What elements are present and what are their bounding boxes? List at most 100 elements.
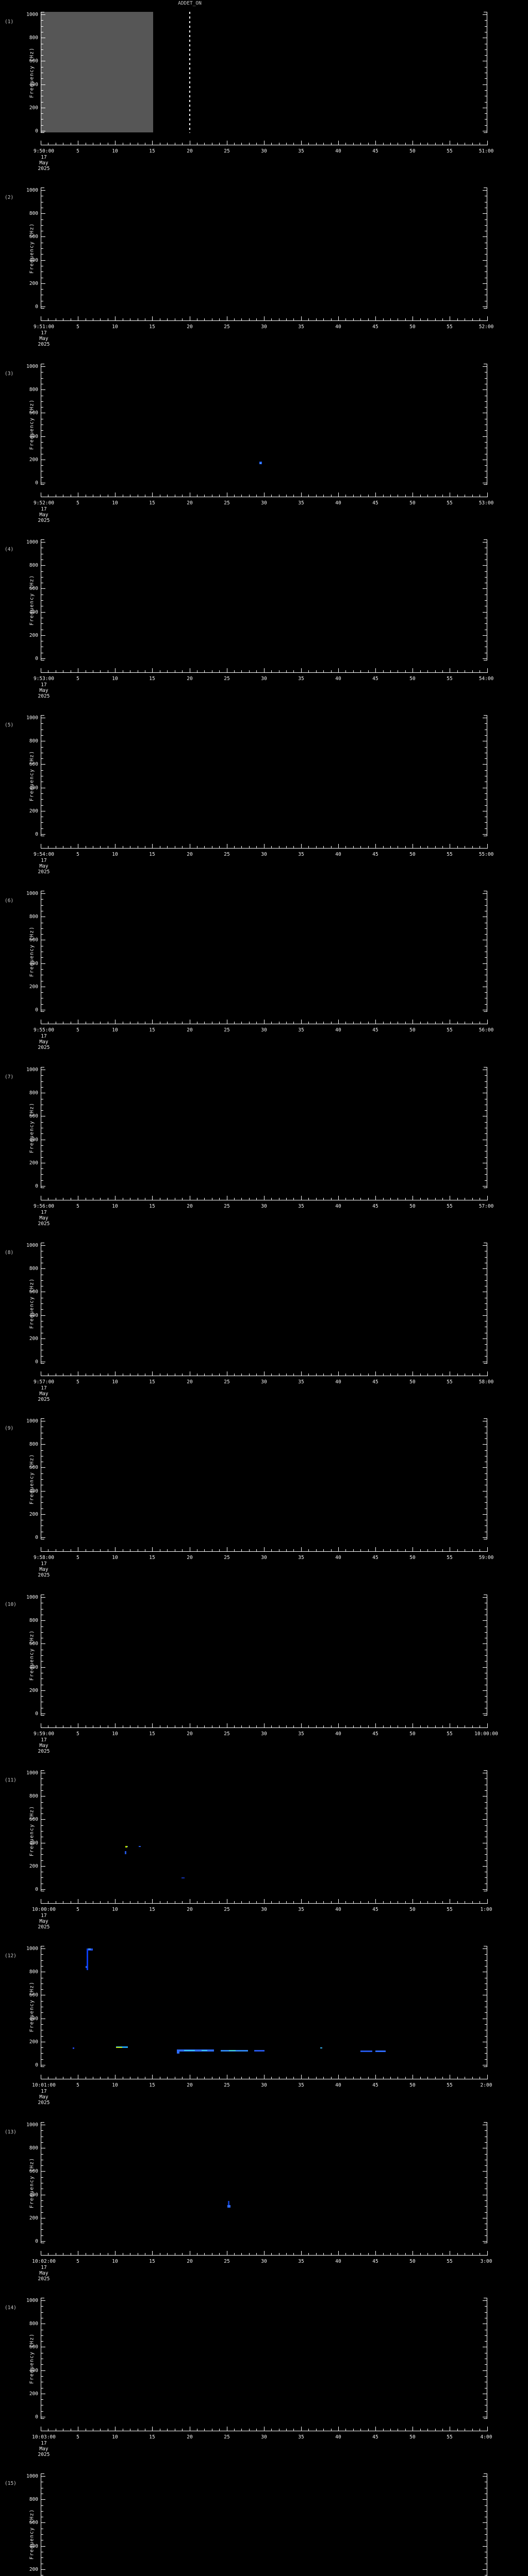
x-tick-label: 20 [187, 1204, 193, 1209]
time-tick [435, 1725, 436, 1727]
time-tick [390, 1022, 391, 1024]
time-tick [152, 493, 153, 497]
time-tick [412, 1723, 413, 1727]
time-tick [353, 1901, 354, 1903]
time-tick [420, 1022, 421, 1024]
x-tick-label: 50 [409, 500, 416, 506]
time-tick [442, 495, 443, 497]
time-tick [256, 846, 257, 848]
time-tick [435, 1549, 436, 1551]
freq-tick [485, 1479, 487, 1480]
x-tick-label: 50 [409, 852, 416, 857]
freq-tick [41, 1948, 45, 1949]
time-tick [457, 2253, 458, 2255]
y-tick-label: 800 [29, 2321, 38, 2327]
y-tick-label: 400 [29, 1665, 38, 1670]
time-tick [472, 2429, 473, 2431]
time-tick [249, 2429, 250, 2431]
y-axis-title: Frequency (Hz) [29, 223, 35, 274]
time-tick [100, 2253, 101, 2255]
axis-cap [41, 715, 44, 716]
x-tick-label: 15 [149, 2082, 155, 2088]
freq-tick [483, 84, 487, 85]
axis-cap [41, 1011, 44, 1012]
time-tick [204, 143, 205, 145]
time-tick [293, 2253, 294, 2255]
freq-tick [41, 2165, 43, 2166]
x-tick-label: 20 [187, 852, 193, 857]
freq-tick [41, 928, 43, 929]
time-tick [204, 1725, 205, 1727]
time-tick [353, 1198, 354, 1200]
time-tick [256, 318, 257, 320]
time-tick [241, 318, 242, 320]
freq-tick [485, 2306, 487, 2307]
x-tick-label: 40 [335, 1907, 341, 1912]
freq-tick [41, 260, 45, 261]
freq-tick [41, 1626, 43, 1627]
x-tick-label: 40 [335, 1731, 341, 1737]
signal-blob [125, 1845, 128, 1848]
x-tick-label: 20 [187, 2259, 193, 2264]
time-tick [256, 2253, 257, 2255]
time-tick [405, 1022, 406, 1024]
freq-tick [41, 2511, 43, 2512]
time-tick [167, 846, 168, 848]
time-tick [412, 1020, 413, 1024]
time-tick [472, 1022, 473, 1024]
x-tick-label: 55 [447, 676, 453, 682]
time-tick [457, 143, 458, 145]
time-tick [234, 495, 235, 497]
time-tick [390, 143, 391, 145]
freq-tick [483, 283, 487, 284]
time-tick [353, 2253, 354, 2255]
time-tick [457, 670, 458, 672]
time-tick [487, 141, 488, 145]
time-tick [316, 143, 317, 145]
time-tick [301, 316, 302, 320]
freq-tick [41, 1338, 45, 1339]
freq-tick [41, 219, 43, 220]
freq-tick [485, 119, 487, 120]
freq-tick [483, 1866, 487, 1867]
time-tick [167, 1725, 168, 1727]
date-label: May [39, 2094, 48, 2100]
freq-tick [485, 928, 487, 929]
panel-index-label: (6) [5, 898, 14, 904]
end-time-label: 58:00 [478, 1379, 494, 1385]
axis-cap [484, 1363, 487, 1364]
time-tick [420, 495, 421, 497]
freq-tick [41, 1661, 43, 1662]
time-tick [331, 495, 332, 497]
time-tick [219, 1198, 220, 1200]
time-tick [241, 1725, 242, 1727]
time-tick [442, 2253, 443, 2255]
x-tick-label: 5 [76, 500, 79, 506]
time-tick [301, 1547, 302, 1551]
y-tick-label: 1000 [26, 1770, 38, 1776]
freq-tick [41, 565, 45, 566]
freq-tick [485, 1110, 487, 1111]
freq-tick [483, 2370, 487, 2371]
freq-tick [485, 2229, 487, 2230]
end-time-label: 54:00 [478, 676, 494, 682]
time-tick [286, 1198, 287, 1200]
time-tick [316, 2429, 317, 2431]
y-tick-label: 400 [29, 1488, 38, 1494]
x-tick-label: 35 [298, 852, 304, 857]
x-tick-label: 45 [372, 1555, 378, 1561]
spectrogram-panel: (12) Frequency (Hz) 0 200 400 600 800 1000 10:01… [0, 1934, 528, 2110]
time-tick [182, 1901, 183, 1903]
x-tick-label: 50 [409, 1907, 416, 1912]
panel-index-label: (11) [5, 1777, 16, 1783]
y-tick-label: 200 [29, 1512, 38, 1517]
freq-tick [485, 90, 487, 91]
x-tick-label: 50 [409, 2434, 416, 2440]
freq-tick [41, 2546, 45, 2547]
panel-index-label: (15) [5, 2481, 16, 2486]
x-tick-label: 30 [261, 148, 267, 154]
freq-tick [485, 1661, 487, 1662]
freq-tick [485, 2053, 487, 2054]
x-tick-label: 25 [224, 1907, 230, 1912]
x-tick-label: 20 [187, 1027, 193, 1033]
